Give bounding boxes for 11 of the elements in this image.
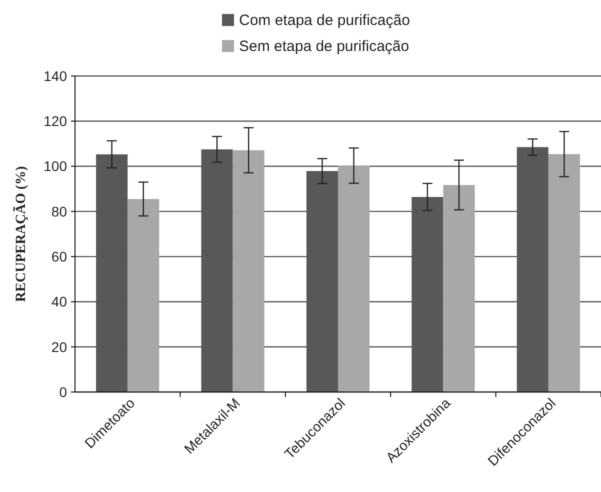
y-tick-label: 40: [51, 294, 68, 310]
y-axis-title: RECUPERAÇÃO (%): [12, 166, 29, 302]
y-tick-label: 20: [51, 338, 68, 355]
y-tick-label: 80: [51, 203, 68, 220]
y-tick-label: 0: [59, 384, 68, 400]
legend-label: Sem etapa de purificação: [239, 38, 410, 55]
y-tick-label: 60: [51, 248, 68, 264]
legend-label: Com etapa de purificação: [239, 12, 410, 29]
y-tick-label: 100: [44, 158, 68, 174]
y-tick-label: 140: [44, 68, 68, 84]
y-tick-label: 120: [44, 113, 68, 130]
